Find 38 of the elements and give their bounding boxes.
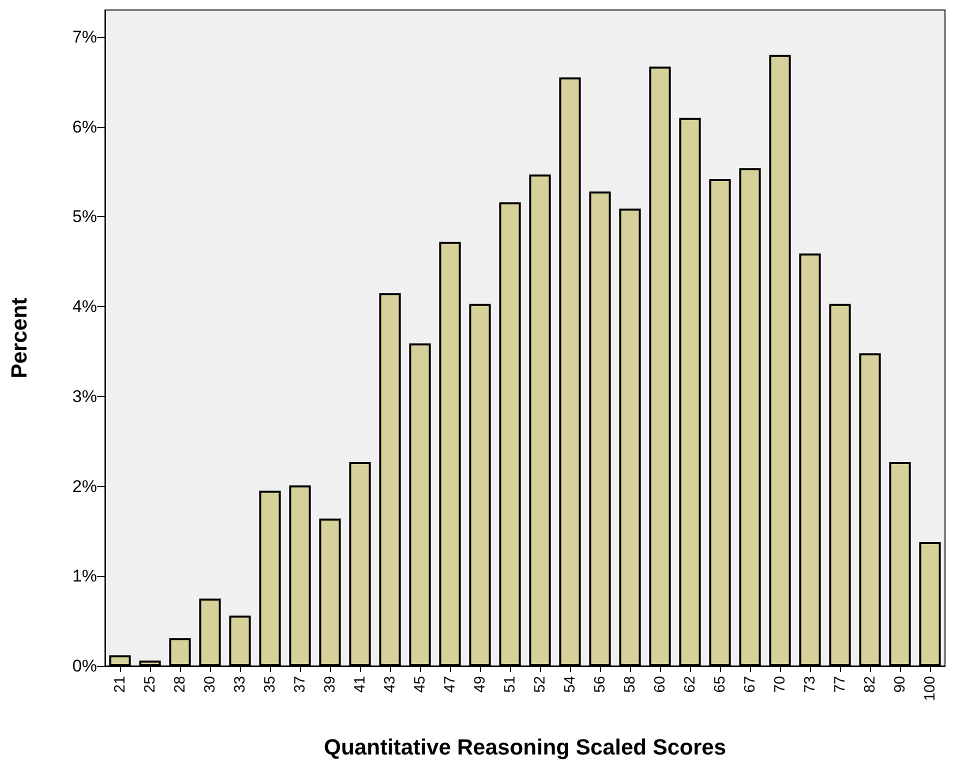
y-tick-label: 2% <box>72 476 97 496</box>
x-tick-label: 73 <box>802 676 818 693</box>
y-tick-label: 4% <box>72 297 97 316</box>
x-tick-label: 52 <box>532 676 548 693</box>
x-tick-label: 82 <box>862 676 878 693</box>
x-tick-label: 35 <box>262 676 278 693</box>
y-axis-title: Percent <box>6 296 32 378</box>
x-tick-label: 39 <box>322 676 338 693</box>
x-tick-label: 70 <box>772 676 788 693</box>
y-tick-label: 3% <box>72 386 97 406</box>
x-tick-label: 21 <box>112 676 128 693</box>
x-tick-label: 77 <box>832 676 848 693</box>
y-tick-label: 1% <box>72 566 97 586</box>
x-tick-label: 90 <box>892 676 908 693</box>
x-tick-label: 62 <box>682 676 698 693</box>
x-tick-label: 65 <box>712 676 728 693</box>
x-tick-label: 41 <box>352 676 368 693</box>
x-tick-label: 67 <box>742 676 758 693</box>
x-tick-label: 43 <box>382 676 398 693</box>
y-tick-label: 6% <box>72 117 97 136</box>
x-tick-label: 33 <box>232 676 248 693</box>
y-tick-label: 7% <box>72 27 97 46</box>
y-tick-label: 0% <box>72 656 97 676</box>
x-tick-label: 47 <box>442 676 458 693</box>
x-tick-label: 45 <box>412 676 428 693</box>
y-tick-label: 5% <box>72 207 97 226</box>
x-tick-label: 25 <box>142 676 158 693</box>
x-tick-label: 54 <box>562 676 578 693</box>
x-tick-label: 37 <box>292 676 308 693</box>
x-tick-label: 56 <box>592 676 608 693</box>
x-tick-label: 51 <box>502 676 518 693</box>
x-tick-label: 30 <box>202 676 218 693</box>
x-axis-title: Quantitative Reasoning Scaled Scores <box>324 734 726 760</box>
x-tick-label: 58 <box>622 676 638 693</box>
x-tick-label: 100 <box>922 676 938 702</box>
x-tick-label: 60 <box>652 676 668 693</box>
x-tick-label: 49 <box>472 676 488 693</box>
x-tick-label: 28 <box>172 676 188 693</box>
